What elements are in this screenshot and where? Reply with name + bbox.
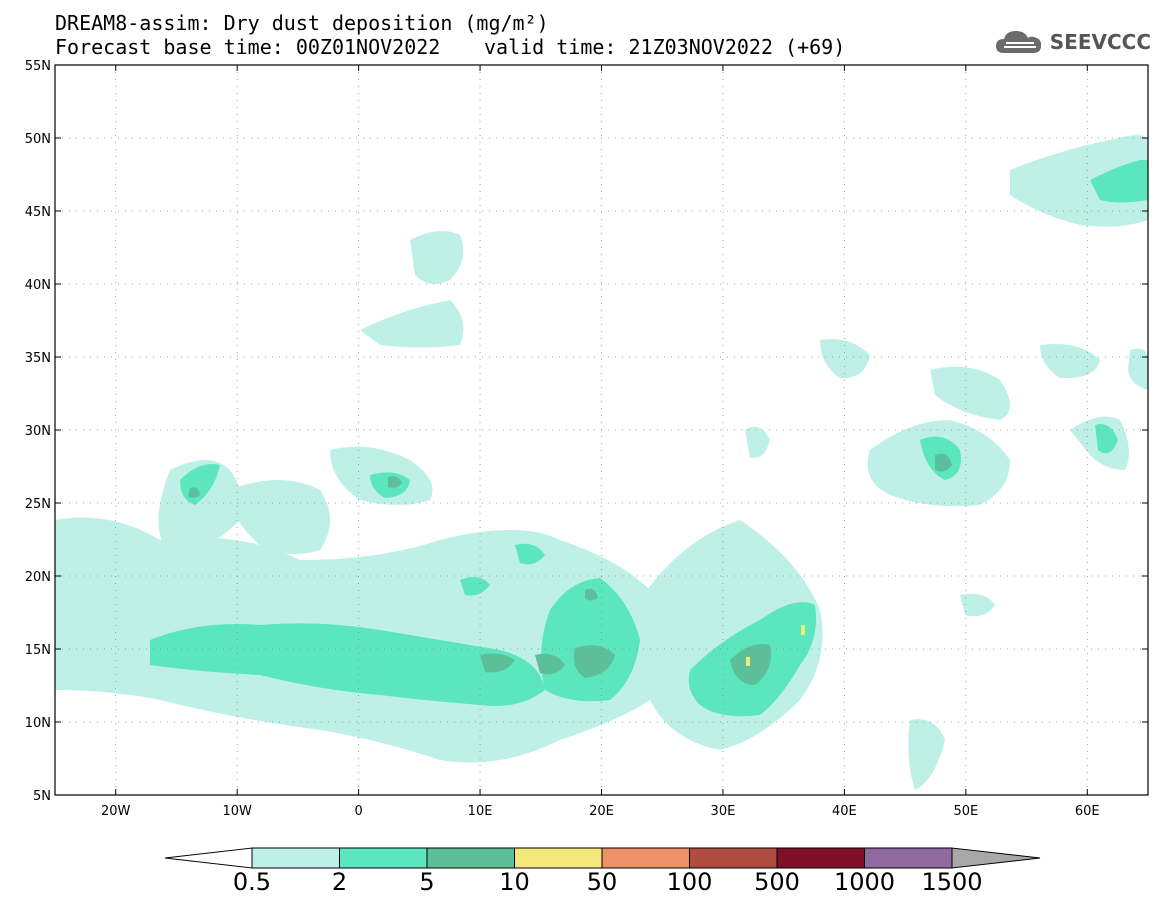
colorbar-tick-label: 100	[667, 868, 713, 896]
forecast-base-time: Forecast base time: 00Z01NOV2022	[55, 35, 441, 59]
colorbar-tick-label: 50	[587, 868, 618, 896]
lon-tick-label: 0	[354, 804, 362, 819]
lat-tick-label: 25N	[25, 497, 51, 512]
colorbar-over-arrow	[951, 847, 1041, 869]
colorbar-bin	[601, 847, 690, 869]
lat-tick-label: 40N	[25, 278, 51, 293]
graticule	[55, 65, 1148, 795]
lon-tick-label: 50E	[953, 804, 978, 819]
lon-tick-label: 40E	[832, 804, 857, 819]
cloud-icon	[995, 31, 1041, 53]
colorbar-bin	[514, 847, 603, 869]
colorbar-tick-label: 500	[754, 868, 800, 896]
colorbar-bin	[251, 847, 340, 869]
colorbar-bin	[776, 847, 865, 869]
colorbar	[164, 847, 1041, 869]
valid-time: valid time: 21Z03NOV2022 (+69)	[484, 35, 846, 59]
longitude-labels: 20W 10W 0 10E 20E 30E 40E 50E 60E	[101, 804, 1100, 819]
lat-tick-label: 20N	[25, 570, 51, 585]
lat-tick-label: 30N	[25, 424, 51, 439]
lat-tick-label: 10N	[25, 716, 51, 731]
lat-tick-label: 35N	[25, 351, 51, 366]
lat-tick-label: 50N	[25, 132, 51, 147]
seevccc-logo: SEEVCCC	[994, 26, 1151, 58]
colorbar-tick-label: 2	[332, 868, 347, 896]
logo-text: SEEVCCC	[1049, 30, 1151, 54]
lat-tick-label: 45N	[25, 205, 51, 220]
lat-tick-label: 15N	[25, 643, 51, 658]
lat-tick-label: 5N	[33, 789, 51, 804]
lon-tick-label: 10E	[468, 804, 493, 819]
map-title: DREAM8-assim: Dry dust deposition (mg/m²…	[55, 11, 549, 35]
colorbar-bin	[864, 847, 953, 869]
lon-tick-label: 20W	[101, 804, 131, 819]
colorbar-bin	[339, 847, 428, 869]
colorbar-tick-label: 0.5	[233, 868, 271, 896]
deposition-layer	[55, 135, 1148, 790]
lon-tick-label: 60E	[1075, 804, 1100, 819]
colorbar-labels: 0.5 2 5 10 50 100 500 1000 1500	[233, 868, 983, 896]
colorbar-tick-label: 1000	[834, 868, 895, 896]
colorbar-bin	[426, 847, 515, 869]
latitude-labels: 55N 50N 45N 40N 35N 30N 25N 20N 15N 10N 5N	[25, 59, 51, 804]
lon-tick-label: 20E	[589, 804, 614, 819]
colorbar-bin	[689, 847, 778, 869]
colorbar-tick-label: 10	[499, 868, 530, 896]
lat-tick-label: 55N	[25, 59, 51, 74]
lon-tick-label: 10W	[222, 804, 252, 819]
lon-tick-label: 30E	[711, 804, 736, 819]
colorbar-tick-label: 1500	[921, 868, 982, 896]
axis-ticks	[55, 64, 1148, 796]
colorbar-under-arrow	[164, 847, 253, 869]
colorbar-tick-label: 5	[419, 868, 434, 896]
